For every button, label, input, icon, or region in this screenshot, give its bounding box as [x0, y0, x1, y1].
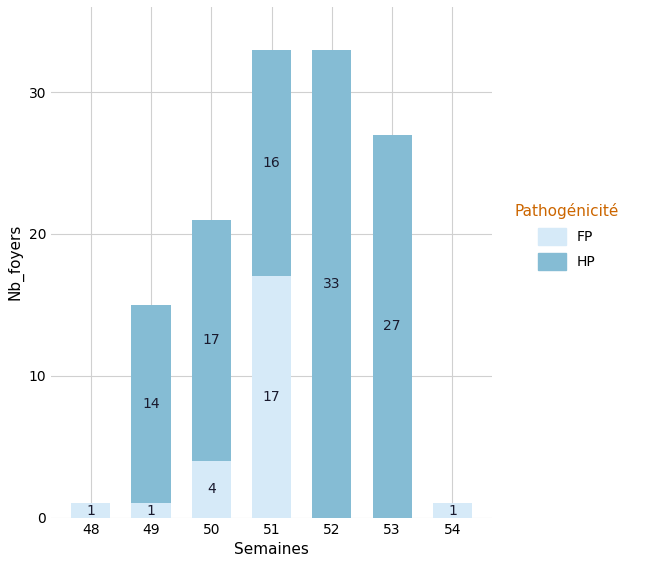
Text: 1: 1: [87, 504, 95, 518]
Bar: [312, 50, 352, 518]
Bar: [373, 135, 412, 518]
X-axis label: Semaines: Semaines: [234, 542, 309, 557]
Bar: [252, 276, 291, 518]
Text: 17: 17: [203, 333, 220, 347]
Text: 33: 33: [323, 276, 340, 290]
Text: 1: 1: [147, 504, 155, 518]
Bar: [433, 504, 472, 518]
Text: 1: 1: [448, 504, 457, 518]
Legend: FP, HP: FP, HP: [503, 192, 630, 281]
Text: 16: 16: [262, 156, 281, 170]
Y-axis label: Nb_foyers: Nb_foyers: [7, 224, 23, 301]
Bar: [192, 461, 231, 518]
Bar: [192, 220, 231, 461]
Bar: [131, 504, 171, 518]
Bar: [252, 50, 291, 276]
Text: 14: 14: [142, 397, 160, 411]
Bar: [72, 504, 110, 518]
Bar: [131, 305, 171, 504]
Text: 27: 27: [383, 319, 401, 333]
Text: 17: 17: [263, 390, 280, 404]
Text: 4: 4: [207, 482, 216, 496]
